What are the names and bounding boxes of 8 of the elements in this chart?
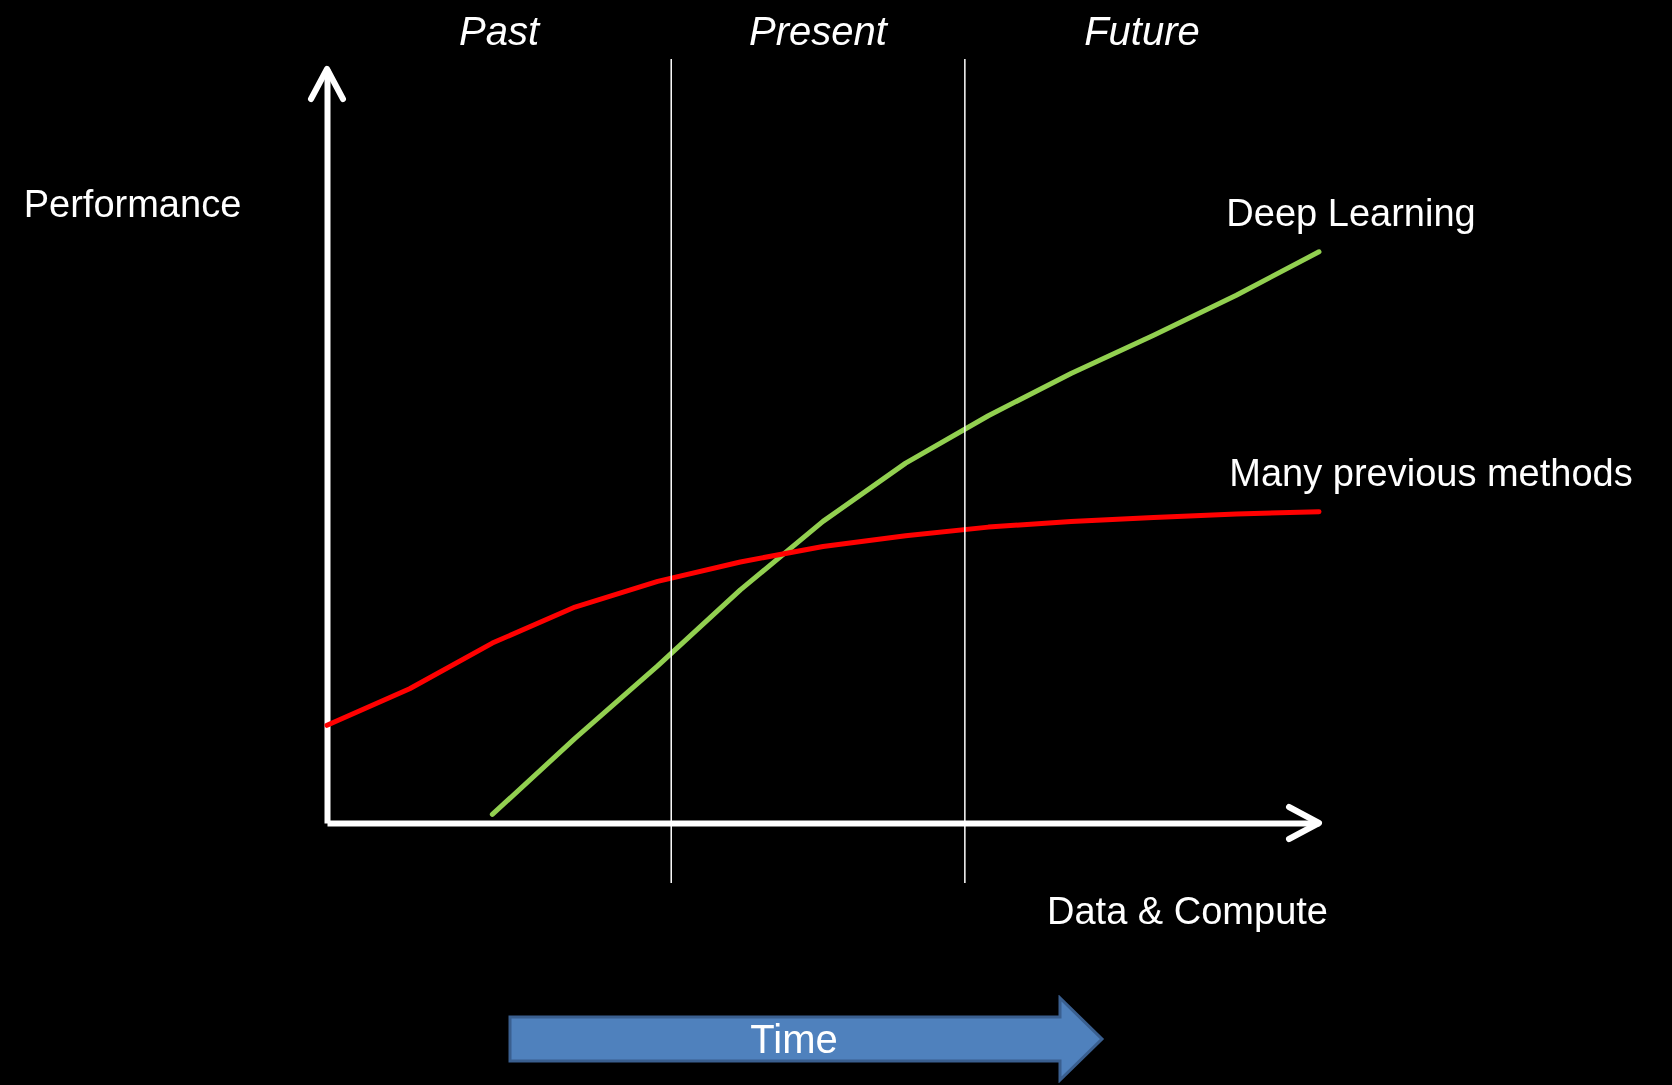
series-label: Many previous methods: [1229, 451, 1633, 494]
y-axis-title: Performance: [23, 182, 242, 225]
text: Present: [749, 9, 889, 53]
series-label: Deep Learning: [1226, 191, 1476, 234]
text: Future: [1084, 9, 1200, 53]
text: Past: [459, 9, 542, 53]
arrow-icon: Time: [508, 995, 1106, 1083]
x-axis-title: Data & Compute: [1047, 889, 1328, 932]
